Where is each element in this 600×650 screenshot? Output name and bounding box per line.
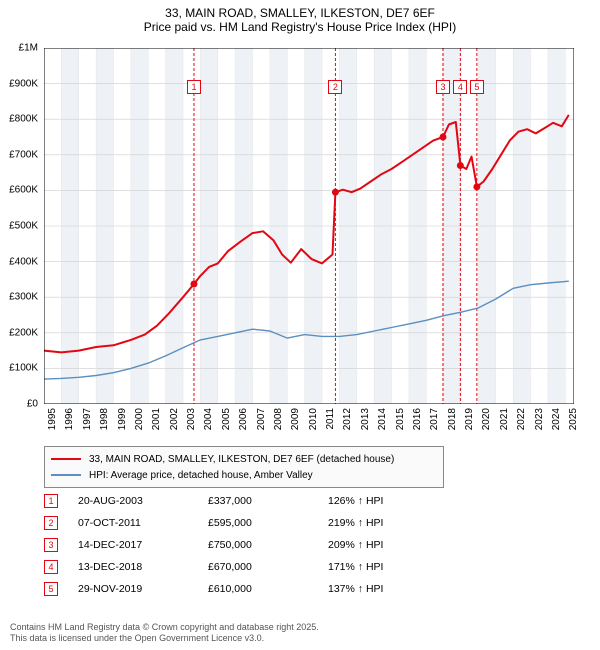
license-text: Contains HM Land Registry data © Crown c…	[10, 622, 319, 645]
x-tick-label: 2009	[290, 408, 301, 430]
event-marker: 4	[453, 80, 467, 94]
chart-title-subtitle: Price paid vs. HM Land Registry's House …	[10, 20, 590, 34]
event-price: £610,000	[208, 583, 328, 595]
chart-title-address: 33, MAIN ROAD, SMALLEY, ILKESTON, DE7 6E…	[10, 6, 590, 20]
x-axis: 1995 1996 1997 1998 1999 2000 2001 2002 2003 2004…	[44, 406, 574, 446]
x-tick-label: 2004	[203, 408, 214, 430]
x-tick-label: 2014	[377, 408, 388, 430]
event-date: 29-NOV-2019	[78, 583, 208, 595]
license-line-2: This data is licensed under the Open Gov…	[10, 633, 319, 644]
event-row-marker: 1	[44, 494, 58, 508]
x-tick-label: 2023	[534, 408, 545, 430]
x-tick-label: 2025	[568, 408, 579, 430]
y-tick-label: £700K	[9, 149, 38, 160]
event-row: 4 13-DEC-2018£670,000171% ↑ HPI	[44, 556, 554, 578]
event-pct: 209% ↑ HPI	[328, 539, 478, 551]
x-tick-label: 1999	[117, 408, 128, 430]
event-row-marker: 2	[44, 516, 58, 530]
x-tick-label: 2008	[273, 408, 284, 430]
events-table: 1 20-AUG-2003£337,000126% ↑ HPI 2 07-OCT-20…	[44, 490, 554, 600]
chart-plot-area: 1 2 345	[44, 48, 574, 404]
x-tick-label: 2013	[360, 408, 371, 430]
event-date: 13-DEC-2018	[78, 561, 208, 573]
legend: 33, MAIN ROAD, SMALLEY, ILKESTON, DE7 6E…	[44, 446, 444, 488]
x-tick-label: 2007	[256, 408, 267, 430]
x-tick-label: 2021	[499, 408, 510, 430]
legend-row: 33, MAIN ROAD, SMALLEY, ILKESTON, DE7 6E…	[51, 451, 437, 467]
x-tick-label: 2001	[151, 408, 162, 430]
y-tick-label: £1M	[19, 43, 38, 54]
y-tick-label: £500K	[9, 221, 38, 232]
event-row-marker: 5	[44, 582, 58, 596]
event-row-marker: 3	[44, 538, 58, 552]
event-price: £337,000	[208, 495, 328, 507]
x-tick-label: 1995	[47, 408, 58, 430]
x-tick-label: 2018	[447, 408, 458, 430]
x-tick-label: 1998	[99, 408, 110, 430]
event-row-marker: 4	[44, 560, 58, 574]
y-tick-label: £900K	[9, 78, 38, 89]
x-tick-label: 2022	[516, 408, 527, 430]
legend-swatch	[51, 458, 81, 460]
x-tick-label: 2019	[464, 408, 475, 430]
x-tick-label: 2015	[395, 408, 406, 430]
legend-label: 33, MAIN ROAD, SMALLEY, ILKESTON, DE7 6E…	[89, 454, 394, 465]
event-date: 07-OCT-2011	[78, 517, 208, 529]
event-date: 20-AUG-2003	[78, 495, 208, 507]
x-tick-label: 2010	[308, 408, 319, 430]
event-row: 3 14-DEC-2017£750,000209% ↑ HPI	[44, 534, 554, 556]
event-pct: 137% ↑ HPI	[328, 583, 478, 595]
event-pct: 219% ↑ HPI	[328, 517, 478, 529]
y-axis: £0£100K£200K£300K£400K£500K£600K£700K£80…	[0, 48, 40, 404]
legend-row: HPI: Average price, detached house, Ambe…	[51, 467, 437, 483]
x-tick-label: 1996	[64, 408, 75, 430]
event-row: 5 29-NOV-2019£610,000137% ↑ HPI	[44, 578, 554, 600]
y-tick-label: £400K	[9, 256, 38, 267]
event-price: £670,000	[208, 561, 328, 573]
legend-label: HPI: Average price, detached house, Ambe…	[89, 470, 313, 481]
y-tick-label: £300K	[9, 292, 38, 303]
x-tick-label: 2006	[238, 408, 249, 430]
x-tick-label: 2020	[481, 408, 492, 430]
x-tick-label: 2003	[186, 408, 197, 430]
x-tick-label: 2005	[221, 408, 232, 430]
x-tick-label: 2024	[551, 408, 562, 430]
y-tick-label: £0	[27, 399, 38, 410]
x-tick-label: 2011	[325, 408, 336, 430]
x-tick-label: 2000	[134, 408, 145, 430]
x-tick-label: 2012	[342, 408, 353, 430]
event-marker: 5	[470, 80, 484, 94]
event-marker: 1	[187, 80, 201, 94]
event-marker: 2	[328, 80, 342, 94]
x-tick-label: 2017	[429, 408, 440, 430]
event-price: £750,000	[208, 539, 328, 551]
event-row: 2 07-OCT-2011£595,000219% ↑ HPI	[44, 512, 554, 534]
y-tick-label: £100K	[9, 363, 38, 374]
x-tick-label: 1997	[82, 408, 93, 430]
y-tick-label: £600K	[9, 185, 38, 196]
event-pct: 126% ↑ HPI	[328, 495, 478, 507]
legend-swatch	[51, 474, 81, 475]
event-row: 1 20-AUG-2003£337,000126% ↑ HPI	[44, 490, 554, 512]
event-price: £595,000	[208, 517, 328, 529]
event-pct: 171% ↑ HPI	[328, 561, 478, 573]
event-date: 14-DEC-2017	[78, 539, 208, 551]
y-tick-label: £800K	[9, 114, 38, 125]
x-tick-label: 2016	[412, 408, 423, 430]
license-line-1: Contains HM Land Registry data © Crown c…	[10, 622, 319, 633]
event-marker: 3	[436, 80, 450, 94]
x-tick-label: 2002	[169, 408, 180, 430]
y-tick-label: £200K	[9, 327, 38, 338]
